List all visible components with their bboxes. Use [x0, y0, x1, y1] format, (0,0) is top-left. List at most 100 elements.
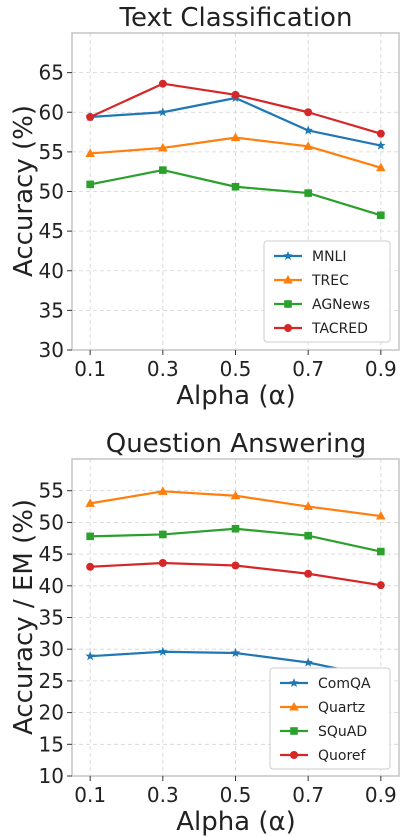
legend-box [263, 240, 391, 343]
data-point [231, 90, 240, 99]
y-tick-label: 50 [39, 510, 64, 534]
y-tick-label: 20 [39, 701, 64, 725]
ticks: 30 35 40 45 50 55 60 65 0.1 0.3 0.5 0.7 0.9 [39, 61, 397, 381]
x-tick-label: 0.3 [147, 357, 179, 381]
y-tick-label: 15 [39, 732, 64, 756]
y-tick-label: 45 [39, 219, 64, 243]
data-point [303, 125, 313, 135]
data-point [86, 113, 95, 122]
data-point [303, 141, 313, 150]
data-point [86, 180, 94, 189]
data-point [85, 498, 95, 507]
data-point [231, 561, 240, 570]
series-quoref [86, 558, 385, 590]
data-point [230, 648, 241, 658]
legend-label: Quoref [318, 748, 367, 764]
data-point [86, 532, 94, 541]
data-point [230, 132, 241, 142]
y-tick-label: 55 [39, 140, 64, 164]
y-tick-label: 10 [39, 764, 64, 788]
legend-label: TREC [311, 273, 349, 289]
y-tick-label: 25 [39, 669, 64, 693]
legend-swatch-marker [289, 678, 299, 688]
series-squad [86, 524, 385, 556]
x-axis-label: Alpha (α) [176, 381, 296, 411]
data-point [86, 562, 95, 571]
data-point [376, 129, 385, 138]
ticks: 10 15 20 25 30 35 40 45 50 55 0.1 0.3 0.5 0.7 0.9 [39, 479, 397, 807]
legend-swatch-marker [284, 300, 292, 308]
legend-box [269, 667, 391, 770]
data-point [303, 501, 313, 511]
data-point [376, 511, 386, 520]
data-point [158, 79, 167, 88]
y-tick-label: 35 [39, 606, 64, 630]
x-axis-label: Alpha (α) [176, 807, 296, 836]
x-tick-label: 0.5 [220, 357, 252, 381]
x-tick-label: 0.9 [365, 783, 397, 807]
y-tick-label: 55 [39, 479, 64, 503]
x-tick-label: 0.7 [292, 357, 324, 381]
data-point [231, 182, 240, 191]
data-point [304, 108, 313, 117]
y-axis-label: Accuracy (%) [9, 105, 39, 277]
data-point [304, 531, 312, 540]
legend-label: AGNews [312, 297, 370, 313]
x-tick-label: 0.1 [74, 357, 106, 381]
x-tick-label: 0.3 [147, 783, 179, 807]
legend-swatch-marker [289, 702, 299, 711]
y-tick-label: 45 [39, 542, 64, 566]
legend-label: ComQA [318, 676, 371, 692]
x-tick-label: 0.9 [365, 357, 397, 381]
data-point [303, 657, 313, 667]
data-point [377, 547, 385, 556]
legend-label: Quartz [318, 700, 365, 716]
chart-text-classification: Text Classification Alpha (α) Accuracy (… [9, 3, 400, 411]
chart-question-answering: Question Answering Alpha (α) Accuracy / … [9, 429, 400, 836]
data-point [304, 189, 312, 197]
data-point [231, 524, 240, 533]
legend-swatch-marker [284, 324, 292, 332]
legend: ComQA Quartz SQuAD Quoref [269, 667, 391, 770]
data-point [159, 166, 167, 174]
legend-label: SQuAD [318, 724, 367, 740]
legend-swatch-marker [283, 251, 293, 261]
data-point [158, 558, 167, 567]
legend: MNLI TREC AGNews TACRED [263, 240, 391, 343]
series-tacred [86, 79, 385, 138]
series-trec [85, 132, 386, 172]
data-point [230, 490, 241, 500]
y-tick-label: 60 [39, 100, 64, 124]
legend-swatch-marker [290, 727, 298, 735]
legend-label: TACRED [311, 321, 368, 337]
y-tick-label: 30 [39, 338, 64, 362]
y-tick-label: 40 [39, 259, 64, 283]
data-point [159, 530, 167, 539]
data-point [376, 581, 385, 590]
data-point [158, 486, 168, 495]
data-point [158, 107, 168, 117]
chart-title: Text Classification [119, 3, 353, 33]
data-point [376, 140, 386, 150]
data-point [377, 211, 385, 220]
data-point [158, 646, 168, 656]
data-point [85, 148, 95, 157]
data-point [376, 162, 386, 172]
y-tick-label: 40 [39, 574, 64, 598]
chart-title: Question Answering [106, 429, 367, 459]
data-point [304, 569, 313, 578]
legend-swatch-marker [290, 751, 298, 759]
data-point [158, 142, 168, 152]
x-tick-label: 0.5 [220, 783, 252, 807]
y-tick-label: 30 [39, 637, 64, 661]
y-tick-label: 65 [39, 61, 64, 85]
legend-swatch-marker [283, 275, 293, 284]
x-tick-label: 0.1 [74, 783, 106, 807]
series-quartz [85, 486, 386, 520]
y-tick-label: 35 [39, 298, 64, 322]
y-axis-label: Accuracy / EM (%) [9, 499, 39, 735]
legend-label: MNLI [312, 249, 346, 265]
y-tick-label: 50 [39, 180, 64, 204]
series-agnews [86, 166, 385, 220]
